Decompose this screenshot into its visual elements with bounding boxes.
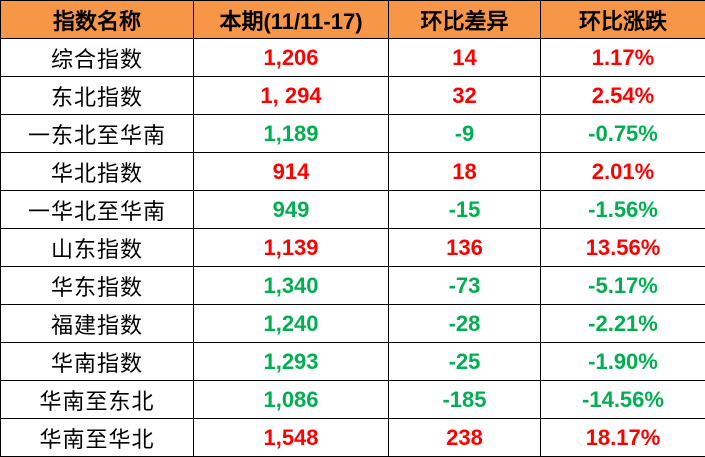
- pct-cell: 13.56%: [540, 228, 705, 267]
- table-row: 一华北至华南 949 -15 -1.56%: [0, 190, 705, 229]
- name-cell: 华南至华北: [0, 418, 194, 457]
- pct-cell: -1.56%: [540, 190, 705, 229]
- table-row: 华南指数 1,293 -25 -1.90%: [0, 342, 705, 381]
- value-cell: 1,139: [193, 228, 389, 267]
- diff-cell: 32: [388, 76, 541, 115]
- pct-cell: 2.54%: [540, 76, 705, 115]
- name-cell: 山东指数: [0, 228, 194, 267]
- pct-cell: -5.17%: [540, 266, 705, 305]
- value-cell: 1,293: [193, 342, 389, 381]
- header-row: 指数名称 本期(11/11-17) 环比差异 环比涨跌: [0, 0, 705, 39]
- table-row: 福建指数 1,240 -28 -2.21%: [0, 304, 705, 343]
- value-cell: 1,548: [193, 418, 389, 457]
- header-pct: 环比涨跌: [540, 0, 705, 39]
- pct-cell: 2.01%: [540, 152, 705, 191]
- table-row: 综合指数 1,206 14 1.17%: [0, 38, 705, 77]
- diff-cell: 136: [388, 228, 541, 267]
- value-cell: 1,340: [193, 266, 389, 305]
- table-row: 东北指数 1, 294 32 2.54%: [0, 76, 705, 115]
- diff-cell: 238: [388, 418, 541, 457]
- table-row: 山东指数 1,139 136 13.56%: [0, 228, 705, 267]
- pct-cell: -0.75%: [540, 114, 705, 153]
- value-cell: 949: [193, 190, 389, 229]
- pct-cell: 1.17%: [540, 38, 705, 77]
- value-cell: 1,086: [193, 380, 389, 419]
- pct-cell: -1.90%: [540, 342, 705, 381]
- name-cell: 华南至东北: [0, 380, 194, 419]
- value-cell: 914: [193, 152, 389, 191]
- diff-cell: -28: [388, 304, 541, 343]
- header-diff: 环比差异: [388, 0, 541, 39]
- value-cell: 1,240: [193, 304, 389, 343]
- diff-cell: -15: [388, 190, 541, 229]
- value-cell: 1, 294: [193, 76, 389, 115]
- name-cell: 华北指数: [0, 152, 194, 191]
- table-row: 华北指数 914 18 2.01%: [0, 152, 705, 191]
- name-cell: 一东北至华南: [0, 114, 194, 153]
- pct-cell: 18.17%: [540, 418, 705, 457]
- name-cell: 一华北至华南: [0, 190, 194, 229]
- name-cell: 华南指数: [0, 342, 194, 381]
- pct-cell: -2.21%: [540, 304, 705, 343]
- value-cell: 1,206: [193, 38, 389, 77]
- value-cell: 1,189: [193, 114, 389, 153]
- name-cell: 华东指数: [0, 266, 194, 305]
- header-name: 指数名称: [0, 0, 194, 39]
- table-row: 华东指数 1,340 -73 -5.17%: [0, 266, 705, 305]
- name-cell: 东北指数: [0, 76, 194, 115]
- header-value: 本期(11/11-17): [193, 0, 389, 39]
- pct-cell: -14.56%: [540, 380, 705, 419]
- diff-cell: -185: [388, 380, 541, 419]
- name-cell: 综合指数: [0, 38, 194, 77]
- diff-cell: -25: [388, 342, 541, 381]
- diff-cell: 18: [388, 152, 541, 191]
- name-cell: 福建指数: [0, 304, 194, 343]
- diff-cell: -73: [388, 266, 541, 305]
- table-row: 一东北至华南 1,189 -9 -0.75%: [0, 114, 705, 153]
- diff-cell: 14: [388, 38, 541, 77]
- table-row: 华南至华北 1,548 238 18.17%: [0, 418, 705, 457]
- table-row: 华南至东北 1,086 -185 -14.56%: [0, 380, 705, 419]
- diff-cell: -9: [388, 114, 541, 153]
